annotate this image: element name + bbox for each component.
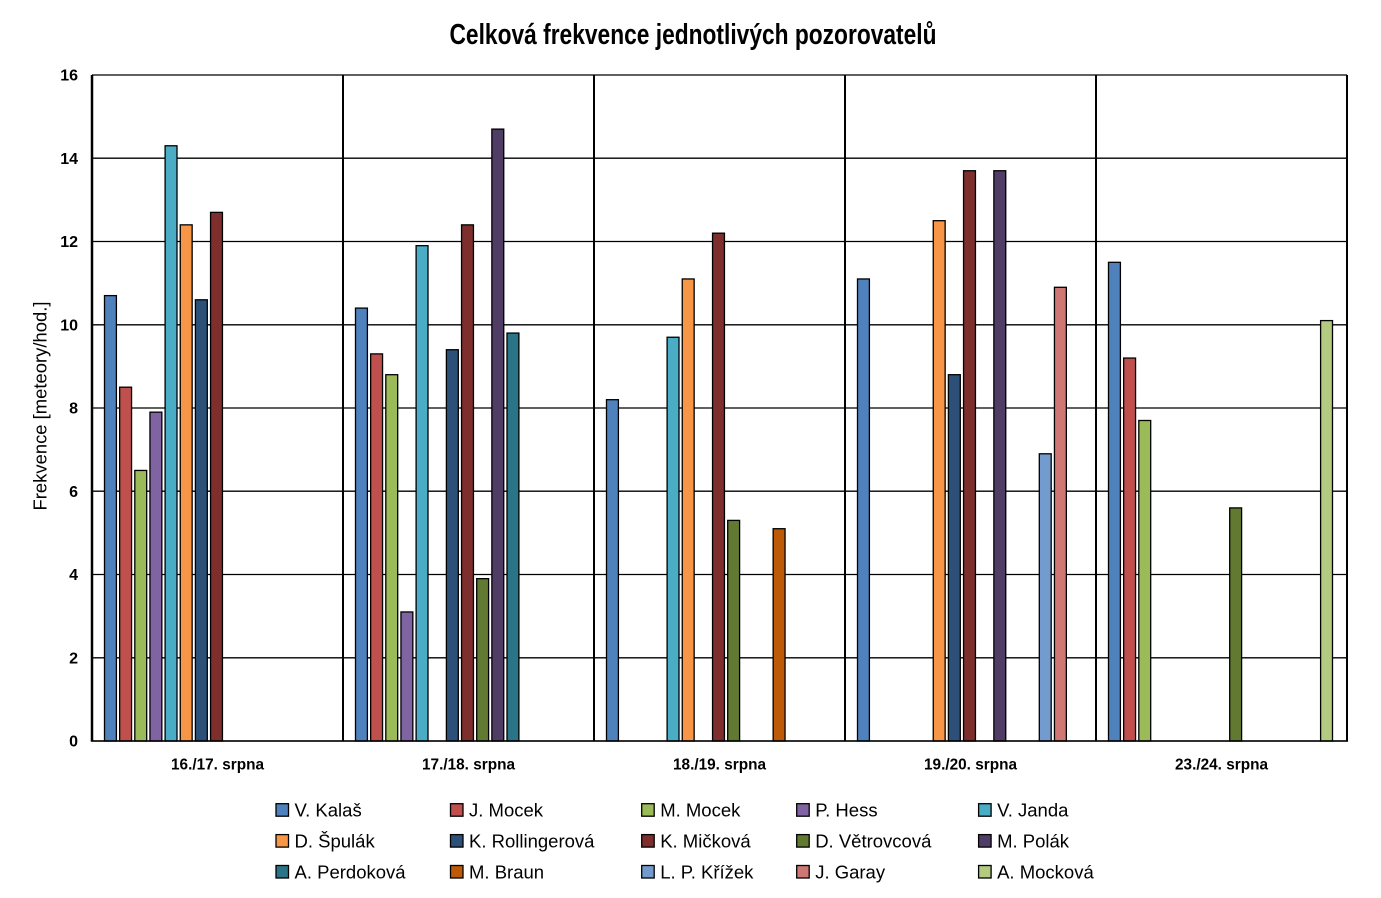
svg-text:2: 2	[69, 651, 78, 668]
svg-text:K. Mičková: K. Mičková	[660, 830, 751, 851]
svg-text:Frekvence [meteory/hod.]: Frekvence [meteory/hod.]	[31, 302, 51, 511]
svg-text:8: 8	[69, 401, 78, 418]
svg-text:A. Perdoková: A. Perdoková	[295, 861, 407, 882]
svg-text:M. Mocek: M. Mocek	[660, 800, 741, 821]
svg-text:0: 0	[69, 734, 78, 751]
svg-text:V. Kalaš: V. Kalaš	[295, 800, 362, 821]
svg-text:19./20. srpna: 19./20. srpna	[924, 757, 1017, 774]
svg-text:12: 12	[60, 234, 78, 251]
svg-text:14: 14	[60, 151, 78, 168]
svg-text:16: 16	[60, 68, 78, 85]
svg-text:6: 6	[69, 484, 78, 501]
svg-text:16./17. srpna: 16./17. srpna	[171, 757, 264, 774]
svg-text:P. Hess: P. Hess	[815, 800, 877, 821]
svg-text:Celková frekvence jednotlivých: Celková frekvence jednotlivých pozorovat…	[450, 19, 937, 51]
svg-text:D. Špulák: D. Špulák	[295, 830, 376, 851]
svg-text:M. Braun: M. Braun	[469, 861, 544, 882]
svg-text:V. Janda: V. Janda	[997, 800, 1069, 821]
svg-text:J. Mocek: J. Mocek	[469, 800, 544, 821]
svg-text:23./24. srpna: 23./24. srpna	[1175, 757, 1268, 774]
svg-text:10: 10	[60, 317, 78, 334]
svg-text:D. Větrovcová: D. Větrovcová	[815, 830, 932, 851]
svg-text:18./19. srpna: 18./19. srpna	[673, 757, 766, 774]
svg-text:4: 4	[69, 567, 78, 584]
svg-text:M. Polák: M. Polák	[997, 830, 1070, 851]
svg-text:A. Mocková: A. Mocková	[997, 861, 1094, 882]
svg-text:K. Rollingerová: K. Rollingerová	[469, 830, 595, 851]
svg-text:J. Garay: J. Garay	[815, 861, 886, 882]
svg-text:17./18. srpna: 17./18. srpna	[422, 757, 515, 774]
svg-text:L. P. Křížek: L. P. Křížek	[660, 861, 754, 882]
